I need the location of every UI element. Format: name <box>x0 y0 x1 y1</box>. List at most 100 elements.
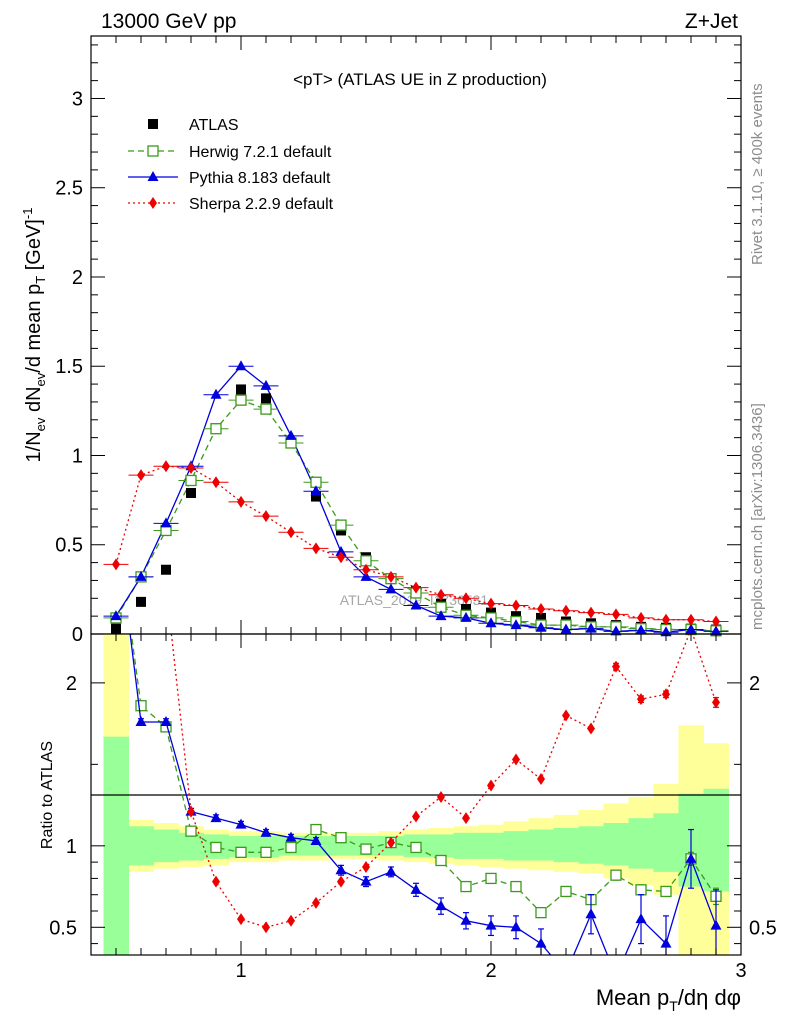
legend-label: Pythia 8.183 default <box>189 170 331 187</box>
sherpa-point <box>687 613 695 626</box>
main-y-tick-label: 3 <box>72 88 83 110</box>
ratio-pythia-point <box>561 967 572 977</box>
sherpa-point <box>562 604 570 617</box>
herwig-point <box>210 423 222 435</box>
legend-marker <box>149 197 157 209</box>
ratio-herwig-point <box>260 846 272 858</box>
ratio-sherpa-point <box>187 805 195 818</box>
legend-label: Sherpa 2.2.9 default <box>189 196 334 213</box>
ratio-pythia-point <box>111 514 122 524</box>
ratio-herwig-point <box>210 841 222 854</box>
ratio-band-inner <box>428 834 454 858</box>
atlas-point <box>236 384 246 395</box>
pythia-point <box>685 623 697 634</box>
sherpa-point <box>387 570 395 583</box>
pythia-point <box>260 379 272 390</box>
ratio-uncertainty-bands <box>103 634 729 955</box>
ratio-herwig-point <box>335 832 347 844</box>
atlas-point <box>261 393 271 404</box>
atlas-point <box>136 596 146 607</box>
main-y-tick-label: 0.5 <box>55 535 83 557</box>
pythia-point <box>285 429 297 440</box>
ratio-sherpa-point <box>662 688 670 701</box>
plot-title: <pT> (ATLAS UE in Z production) <box>293 70 547 89</box>
ratio-herwig-point <box>360 843 372 855</box>
ratio-band-inner <box>528 829 554 861</box>
sherpa-point <box>437 588 445 601</box>
ratio-herwig-point <box>410 841 422 854</box>
pythia-point <box>335 545 347 556</box>
sherpa-point <box>362 563 370 576</box>
pythia-point <box>585 622 597 633</box>
ratio-herwig-point <box>111 515 121 525</box>
ratio-herwig-point <box>535 906 547 919</box>
ratio-pythia-point <box>385 865 397 876</box>
legend: ATLAS Herwig 7.2.1 default Pythia 8.183 de… <box>128 117 334 213</box>
sherpa-point <box>537 603 545 616</box>
pythia-point <box>485 617 497 628</box>
ratio-band-inner <box>553 827 579 863</box>
sherpa-point <box>237 495 245 508</box>
ratio-sherpa-point <box>237 913 245 926</box>
ratio-y-tick-label-right: 2 <box>749 673 760 695</box>
ratio-pythia-point <box>285 831 297 842</box>
sherpa-point <box>512 599 520 612</box>
ratio-pythia-point <box>611 970 622 980</box>
ratio-band-inner <box>503 831 529 861</box>
ratio-sherpa-point <box>287 914 295 927</box>
main-y-tick-labels: 0 0.5 1 1.5 2 2.5 3 <box>55 88 83 646</box>
ratio-herwig-point <box>560 885 572 898</box>
ratio-pythia-point <box>335 864 347 875</box>
ratio-y-tick-label-right: 0.5 <box>749 917 777 939</box>
pythia-point <box>610 625 622 636</box>
sherpa-point <box>712 615 720 628</box>
ratio-sherpa-point <box>637 693 645 706</box>
atlas-point <box>461 604 471 615</box>
ratio-band-inner <box>128 826 154 866</box>
ratio-band-inner <box>653 813 679 872</box>
main-series-layer <box>103 360 729 637</box>
ratio-herwig-point <box>135 700 147 712</box>
ratio-pythia-point <box>310 834 322 845</box>
sherpa-point <box>212 476 220 489</box>
sherpa-point <box>487 597 495 610</box>
ratio-herwig-point <box>485 872 497 885</box>
pythia-point <box>510 619 522 630</box>
herwig-point <box>260 403 272 415</box>
pythia-point <box>710 625 722 636</box>
sherpa-point <box>637 611 645 624</box>
pythia-point <box>160 517 172 528</box>
ratio-herwig-point <box>510 880 522 893</box>
sherpa-point <box>137 469 145 482</box>
ratio-herwig-point <box>285 841 297 854</box>
atlas-point <box>311 491 321 502</box>
sherpa-point <box>312 542 320 555</box>
ratio-sherpa-point <box>337 875 345 888</box>
ratio-sherpa-point <box>712 696 720 709</box>
watermark: ATLAS_2019_I1736531 <box>340 592 489 608</box>
ratio-pythia-point <box>485 919 497 930</box>
ratio-sherpa-point <box>562 709 570 722</box>
main-panel: 0 0.5 1 1.5 2 2.5 3 <pT> (ATLAS UE in Z produc… <box>20 35 742 646</box>
pythia-point <box>635 624 647 635</box>
x-tick-label: 1 <box>235 960 246 982</box>
herwig-point <box>185 474 197 487</box>
ratio-y-tick-label: 0.5 <box>49 917 77 939</box>
ratio-y-axis-label: Ratio to ATLAS <box>39 741 56 849</box>
pythia-point <box>560 623 572 634</box>
sherpa-point <box>412 581 420 594</box>
herwig-point <box>335 519 347 531</box>
ratio-herwig-point <box>235 846 247 858</box>
sherpa-point <box>612 608 620 621</box>
pythia-point <box>210 388 222 399</box>
ratio-sherpa-point <box>512 753 520 766</box>
pythia-point <box>135 570 147 581</box>
process-label: Z+Jet <box>685 10 738 33</box>
ratio-pythia-point <box>535 937 547 948</box>
atlas-point <box>186 487 196 498</box>
legend-marker <box>148 119 158 129</box>
main-y-tick-label: 1 <box>72 445 83 467</box>
legend-label: Herwig 7.2.1 default <box>189 144 332 161</box>
ratio-herwig-point <box>460 880 472 893</box>
